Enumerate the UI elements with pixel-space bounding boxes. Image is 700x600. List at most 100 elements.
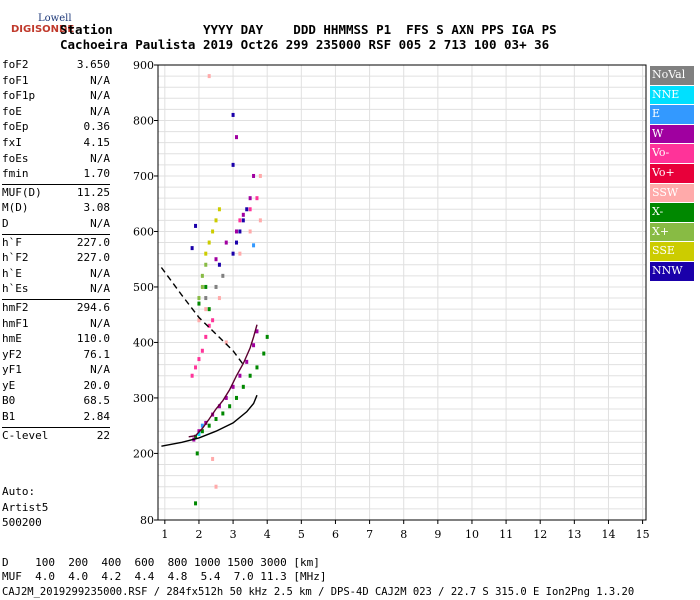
x-tick-label: 15 — [636, 528, 650, 541]
data-point-w — [255, 329, 259, 334]
param-row: D N/A — [2, 217, 110, 233]
param-row: hmF2 294.6 — [2, 301, 110, 317]
data-point-x- — [197, 296, 201, 301]
param-row: MUF(D) 11.25 — [2, 186, 110, 202]
param-separator — [2, 233, 110, 235]
param-row: foF1 N/A — [2, 74, 110, 90]
param-value: 76.1 — [83, 347, 111, 361]
muf-distance-row: D 100 200 400 600 800 1000 1500 3000 [km… — [2, 556, 320, 569]
y-tick-label: 400 — [133, 336, 154, 349]
x-tick-label: 8 — [400, 528, 407, 541]
y-tick-label: 80 — [140, 514, 154, 527]
param-separator — [2, 298, 110, 300]
param-row: h`F2 227.0 — [2, 251, 110, 267]
param-label: h`Es — [2, 282, 29, 296]
param-value: 3.08 — [83, 201, 111, 215]
muf-frequency-row: MUF 4.0 4.0 4.2 4.4 4.8 5.4 7.0 11.3 [MH… — [2, 570, 327, 583]
legend-item-nnw: NNW — [650, 261, 694, 281]
x-tick-label: 6 — [332, 528, 339, 541]
param-row: foF1p N/A — [2, 89, 110, 105]
data-point-vo- — [248, 207, 252, 212]
data-point-ssw — [238, 251, 242, 256]
param-separator — [2, 426, 110, 428]
param-row: foEp 0.36 — [2, 120, 110, 136]
data-point-w — [224, 395, 228, 400]
data-point-w — [231, 384, 235, 389]
param-label: hmE — [2, 332, 22, 346]
data-point-noval — [221, 273, 225, 278]
data-point-noval — [214, 284, 218, 289]
legend-item-vo-: Vo- — [650, 144, 694, 163]
param-label: hmF2 — [2, 300, 29, 314]
param-label: M(D) — [2, 201, 29, 215]
data-point-x- — [200, 429, 204, 434]
y-tick-label: 800 — [133, 114, 154, 127]
data-point-sse — [207, 240, 211, 245]
param-value: 0.36 — [83, 120, 111, 134]
param-value: 22 — [96, 428, 110, 442]
x-tick-label: 13 — [567, 528, 581, 541]
data-point-nnw — [231, 251, 235, 256]
y-tick-label: 600 — [133, 225, 154, 238]
param-value: 20.0 — [83, 378, 111, 392]
data-point-ssw — [248, 229, 252, 234]
x-tick-label: 10 — [465, 528, 479, 541]
data-point-x- — [265, 334, 269, 339]
param-value: N/A — [90, 266, 110, 280]
auto-program: Artist5 — [2, 500, 49, 514]
data-point-w — [252, 343, 256, 348]
data-point-x- — [255, 365, 259, 370]
y-tick-label: 700 — [133, 170, 154, 183]
x-tick-label: 2 — [195, 528, 202, 541]
legend-item-noval: NoVal — [650, 66, 694, 85]
param-label: h`E — [2, 266, 22, 280]
param-row: h`E N/A — [2, 267, 110, 283]
param-row: B0 68.5 — [2, 394, 110, 410]
param-row: yE 20.0 — [2, 379, 110, 395]
data-point-x- — [195, 451, 199, 456]
data-point-w — [214, 257, 218, 262]
param-separator — [2, 183, 110, 185]
param-label: yF2 — [2, 347, 22, 361]
x-tick-label: 9 — [434, 528, 441, 541]
data-point-x- — [241, 384, 245, 389]
data-point-e — [200, 423, 204, 428]
param-value: 1.70 — [83, 167, 111, 181]
param-label: fxI — [2, 135, 22, 149]
param-row: h`F 227.0 — [2, 236, 110, 252]
param-label: D — [2, 216, 9, 230]
param-label: foEp — [2, 120, 29, 134]
x-tick-label: 3 — [230, 528, 237, 541]
data-point-ssw — [258, 218, 262, 223]
muf-table: D 100 200 400 600 800 1000 1500 3000 [km… — [2, 556, 327, 584]
data-point-x- — [207, 307, 211, 312]
data-point-w — [245, 359, 249, 364]
param-label: yE — [2, 378, 16, 392]
data-point-w — [248, 196, 252, 201]
autoscaling-info: Auto: Artist5 500200 — [2, 484, 48, 531]
param-value: N/A — [90, 89, 110, 103]
x-tick-label: 4 — [264, 528, 271, 541]
y-tick-label: 300 — [133, 392, 154, 405]
data-point-x- — [214, 417, 218, 422]
param-label: MUF(D) — [2, 185, 42, 199]
param-label: B0 — [2, 394, 16, 408]
data-point-vo- — [204, 334, 208, 339]
data-point-ssw — [197, 318, 201, 323]
legend-item-ssw: SSW — [650, 183, 694, 203]
data-point-ssw — [214, 484, 218, 489]
legend-item-sse: SSE — [650, 242, 694, 261]
plot-frame — [157, 64, 647, 521]
data-point-nnw — [231, 162, 235, 167]
data-point-nne — [197, 431, 201, 436]
data-point-nnw — [234, 240, 238, 245]
param-label: h`F — [2, 235, 22, 249]
data-point-x- — [200, 284, 204, 289]
param-row: C-level 22 — [2, 429, 110, 445]
data-point-nnw — [241, 218, 245, 223]
data-point-x- — [197, 301, 201, 306]
data-point-w — [224, 240, 228, 245]
data-point-x- — [221, 411, 225, 416]
param-value: 4.15 — [83, 135, 111, 149]
param-label: C-level — [2, 428, 49, 442]
